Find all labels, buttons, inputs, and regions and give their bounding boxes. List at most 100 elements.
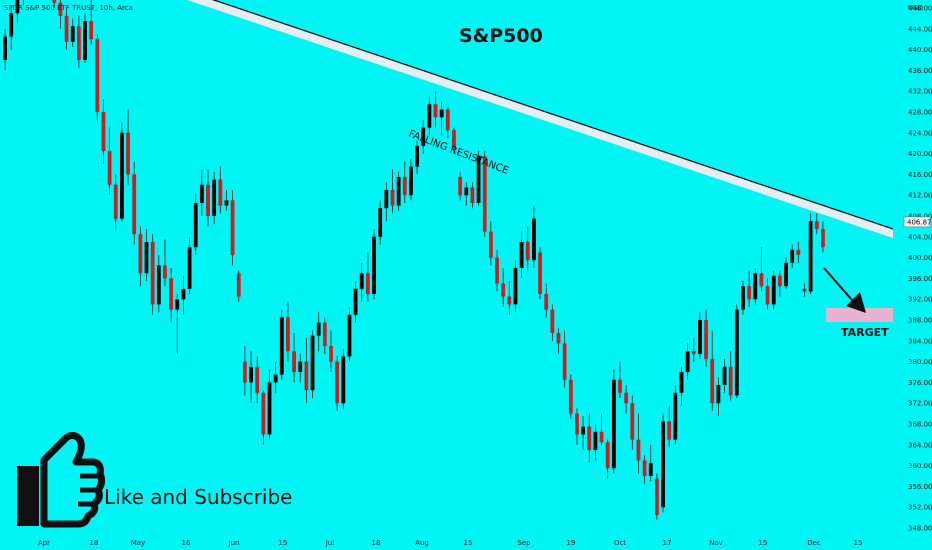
candle-body: [698, 320, 702, 354]
candle-body: [150, 242, 155, 305]
candle-body: [138, 234, 143, 274]
candle: [261, 390, 266, 445]
price-tick-label: 408.00: [908, 213, 932, 221]
price-tick-label: 360.00: [908, 462, 932, 470]
time-axis[interactable]: Apr 18 May 16 Jun 15 Jul 18 Aug 15 Sep 19 Oct 17 Nov 15…: [38, 539, 863, 547]
candle: [771, 270, 776, 310]
time-tick-label: Dec: [807, 539, 821, 547]
candle-body: [132, 174, 137, 235]
candle-body: [562, 343, 567, 380]
candle: [611, 369, 616, 474]
candle-body: [452, 130, 456, 149]
time-tick-label: 16: [182, 539, 191, 547]
candle: [427, 96, 432, 136]
price-axis[interactable]: 348.00 352.00 356.00 360.00 364.00 368.00 372.…: [908, 0, 932, 533]
price-tick-label: 412.00: [908, 192, 932, 200]
candle: [452, 127, 456, 154]
time-tick-label: Apr: [38, 539, 50, 547]
candle-body: [390, 190, 395, 206]
candle: [15, 0, 20, 24]
candle-body: [372, 236, 376, 294]
candle-body: [236, 273, 241, 297]
candle: [784, 257, 788, 289]
candle-body: [648, 463, 653, 476]
candle: [9, 5, 14, 50]
candle: [698, 312, 702, 359]
candle: [279, 309, 284, 380]
candle: [64, 8, 69, 50]
candle: [501, 268, 506, 307]
candle-body: [458, 177, 463, 196]
time-tick-label: 15: [854, 539, 863, 547]
resistance-band: [187, 0, 893, 238]
candle: [599, 413, 604, 445]
candle-body: [218, 179, 223, 206]
candle-body: [120, 132, 124, 219]
candle-body: [581, 426, 586, 435]
candle: [193, 192, 198, 255]
candle-body: [347, 314, 352, 357]
candle: [630, 395, 635, 450]
candle: [495, 249, 499, 292]
candle-body: [722, 366, 727, 385]
candle: [513, 260, 518, 313]
candle: [759, 247, 764, 292]
candle-body: [618, 379, 622, 393]
candle: [593, 424, 598, 461]
candle-body: [64, 15, 69, 42]
candle: [218, 166, 223, 214]
candle: [230, 190, 235, 266]
price-tick-label: 392.00: [908, 296, 932, 304]
price-tick-label: 440.00: [908, 46, 932, 54]
price-tick-label: 368.00: [908, 421, 932, 429]
candle: [126, 109, 130, 185]
candle: [538, 247, 542, 300]
candle: [267, 369, 272, 440]
candle: [685, 343, 690, 380]
candle: [199, 169, 204, 216]
candle-body: [193, 203, 198, 248]
candle-body: [169, 278, 174, 310]
candle-body: [808, 221, 813, 292]
candle-body: [790, 249, 795, 263]
candle-body: [144, 242, 149, 274]
candle: [341, 348, 346, 409]
candle: [322, 317, 327, 354]
candle-body: [599, 431, 604, 443]
candle: [722, 359, 727, 393]
candle: [556, 327, 561, 354]
candle-body: [255, 366, 260, 393]
candle-body: [230, 200, 235, 255]
thumbs-up-icon: [17, 431, 106, 528]
candle-body: [402, 177, 407, 196]
candle: [458, 171, 463, 201]
candle-body: [113, 184, 118, 219]
candle: [747, 270, 752, 307]
candle: [384, 182, 389, 222]
candle-body: [384, 190, 389, 209]
candle: [390, 169, 395, 214]
candle: [335, 356, 340, 411]
candle: [741, 281, 745, 315]
candle: [95, 34, 100, 123]
price-tick-label: 404.00: [908, 233, 932, 241]
candle-body: [83, 21, 87, 60]
candle: [236, 270, 241, 302]
candle-body: [488, 231, 493, 258]
candle-body: [495, 257, 499, 284]
candle: [132, 161, 137, 245]
candle-body: [212, 179, 217, 216]
like-subscribe-text: Like and Subscribe: [104, 485, 292, 509]
candle-body: [409, 166, 413, 196]
candle: [150, 234, 155, 315]
candle: [673, 385, 678, 445]
candle: [249, 351, 253, 404]
candle-body: [476, 156, 481, 203]
candle-body: [427, 104, 432, 128]
candle: [255, 356, 260, 404]
candle-body: [630, 403, 635, 440]
candle: [550, 304, 555, 341]
candle-body: [771, 275, 776, 305]
target-zone: [826, 308, 893, 322]
